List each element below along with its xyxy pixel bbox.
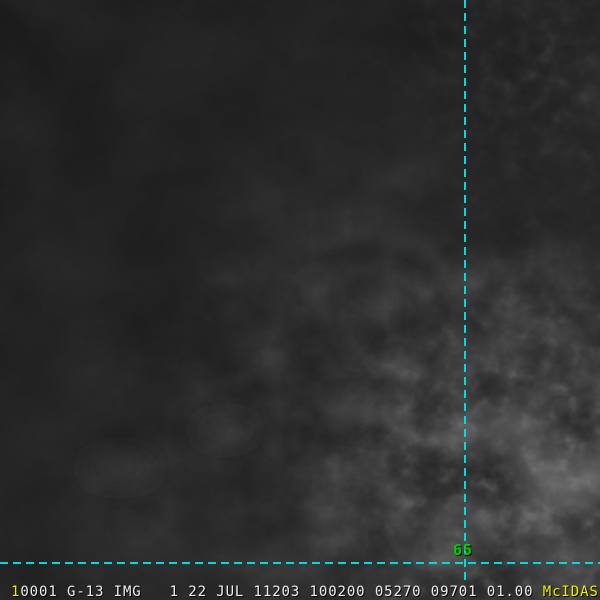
frame-number-text: 1 [11, 584, 21, 600]
gridline-label: 65 [453, 541, 474, 559]
cloud-highlights [84, 291, 600, 582]
status-bar: 10001 G-13 IMG 1 22 JUL 11203 100200 052… [11, 585, 600, 599]
image-info-text: 0001 G-13 IMG 1 22 JUL 11203 100200 0527… [20, 584, 543, 600]
mcidas-brand-text: McIDAS [542, 584, 599, 600]
